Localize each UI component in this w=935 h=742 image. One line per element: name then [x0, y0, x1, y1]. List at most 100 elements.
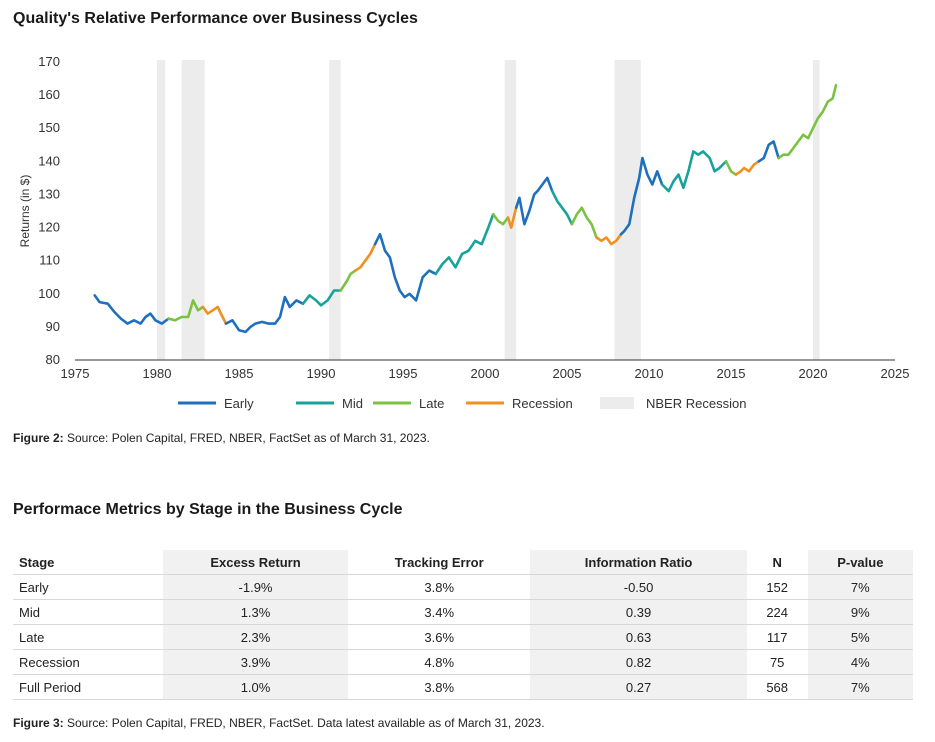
- legend-label: Late: [419, 396, 444, 411]
- table-cell: 5%: [807, 624, 913, 650]
- table-header-cell: Stage: [19, 554, 55, 570]
- series-line-early: [514, 176, 554, 226]
- table-cell: -0.50: [530, 574, 747, 600]
- table-cell: Recession: [19, 654, 80, 670]
- table-cell: 7%: [807, 674, 913, 700]
- series-line-recession: [201, 305, 228, 325]
- chart-title: Quality's Relative Performance over Busi…: [13, 10, 418, 27]
- x-tick-label: 2005: [553, 366, 582, 381]
- legend-label: Mid: [342, 396, 363, 411]
- table-cell: 3.6%: [424, 629, 455, 645]
- legend-label: Recession: [512, 396, 573, 411]
- legend-label: NBER Recession: [646, 396, 746, 411]
- y-tick-label: 120: [38, 220, 60, 235]
- table-cell: Early: [19, 579, 49, 595]
- nber-recession-band: [157, 60, 166, 360]
- table-row: Mid 1.3% 3.4% 0.39 224 9%: [13, 599, 913, 625]
- table-cell: 0.39: [530, 599, 747, 625]
- nber-recession-band: [813, 60, 820, 360]
- series-line-late: [724, 160, 738, 176]
- table-cell: 7%: [807, 574, 913, 600]
- table-cell: Full Period: [19, 679, 82, 695]
- table-cell: 152: [766, 579, 789, 595]
- x-tick-label: 2000: [471, 366, 500, 381]
- table-cell: 75: [769, 654, 785, 670]
- series-line-late: [570, 206, 598, 239]
- table-row: Late 2.3% 3.6% 0.63 117 5%: [13, 624, 913, 650]
- table-row: Full Period 1.0% 3.8% 0.27 568 7%: [13, 674, 913, 700]
- x-tick-label: 1985: [225, 366, 254, 381]
- y-tick-label: 110: [39, 253, 60, 268]
- series-line-early: [757, 140, 780, 163]
- table-header-cell: N: [772, 554, 782, 570]
- table-cell: 2.3%: [163, 624, 349, 650]
- table-cell: 3.4%: [424, 604, 455, 620]
- table-title: Performace Metrics by Stage in the Busin…: [13, 501, 403, 518]
- series-line-late: [491, 213, 510, 226]
- series-line-recession: [734, 160, 761, 176]
- series-line-recession: [506, 206, 518, 229]
- nber-recession-band: [614, 60, 641, 360]
- table-header-cell: Information Ratio: [530, 550, 747, 575]
- legend-label: Early: [224, 396, 254, 411]
- table-row: Recession 3.9% 4.8% 0.82 75 4%: [13, 649, 913, 675]
- table-cell: 1.0%: [163, 674, 349, 700]
- series-line-early: [619, 156, 664, 236]
- series-line-early: [224, 295, 305, 334]
- figure-3-caption: Figure 3: Source: Polen Capital, FRED, N…: [13, 716, 545, 730]
- table-header-cell: P-value: [807, 550, 913, 575]
- series-line-late: [777, 83, 838, 160]
- nber-recession-band: [181, 60, 205, 360]
- table-cell: 117: [766, 629, 788, 645]
- table-cell: -1.9%: [163, 574, 349, 600]
- series-line-early: [373, 232, 438, 302]
- x-tick-label: 2015: [717, 366, 746, 381]
- legend-swatch-nber-recession: [600, 397, 634, 409]
- table-cell: Late: [19, 629, 45, 645]
- table-cell: 568: [766, 679, 789, 695]
- series-line-late: [339, 269, 357, 292]
- table-cell: 3.8%: [424, 679, 455, 695]
- nber-recession-band: [329, 60, 341, 360]
- metrics-table: Stage Excess Return Tracking Error Informat…: [13, 550, 913, 700]
- table-cell: 4.8%: [424, 654, 455, 670]
- table-cell: 3.8%: [424, 579, 455, 595]
- figure-3-text: Source: Polen Capital, FRED, NBER, FactS…: [63, 716, 545, 730]
- y-tick-label: 170: [38, 54, 60, 69]
- figure-3-label: Figure 3:: [13, 716, 64, 730]
- x-tick-label: 1975: [61, 366, 90, 381]
- series-line-mid: [660, 150, 728, 193]
- x-tick-label: 2025: [881, 366, 910, 381]
- table-cell: 4%: [807, 649, 913, 675]
- table-cell: 1.3%: [163, 599, 349, 625]
- x-tick-label: 1980: [143, 366, 172, 381]
- table-header-cell: Tracking Error: [394, 554, 484, 570]
- table-cell: 0.27: [530, 674, 747, 700]
- table-cell: 3.9%: [163, 649, 349, 675]
- series-line-mid: [550, 189, 574, 226]
- table-row: Early -1.9% 3.8% -0.50 152 7%: [13, 574, 913, 600]
- table-cell: 224: [766, 604, 789, 620]
- series-line-mid: [301, 289, 342, 307]
- figure-2-text: Source: Polen Capital, FRED, NBER, FactS…: [63, 431, 430, 445]
- x-tick-label: 2010: [635, 366, 664, 381]
- table-header-row: Stage Excess Return Tracking Error Informat…: [13, 550, 913, 575]
- table-cell: 9%: [807, 599, 913, 625]
- x-tick-label: 1995: [389, 366, 418, 381]
- y-tick-label: 100: [38, 286, 60, 301]
- table-header-cell: Excess Return: [163, 550, 349, 575]
- y-tick-label: 80: [46, 352, 60, 367]
- y-tick-label: 150: [38, 120, 60, 135]
- table-cell: 0.63: [530, 624, 747, 650]
- y-tick-label: 130: [38, 186, 60, 201]
- y-tick-label: 140: [38, 153, 60, 168]
- x-tick-label: 2020: [799, 366, 828, 381]
- figure-2-caption: Figure 2: Source: Polen Capital, FRED, N…: [13, 431, 430, 445]
- y-tick-label: 160: [38, 87, 60, 102]
- y-axis-label: Returns (in $): [18, 175, 32, 248]
- series-line-early: [93, 294, 170, 325]
- x-tick-label: 1990: [307, 366, 336, 381]
- table-cell: 0.82: [530, 649, 747, 675]
- nber-recession-band: [504, 60, 517, 360]
- y-tick-label: 90: [46, 319, 60, 334]
